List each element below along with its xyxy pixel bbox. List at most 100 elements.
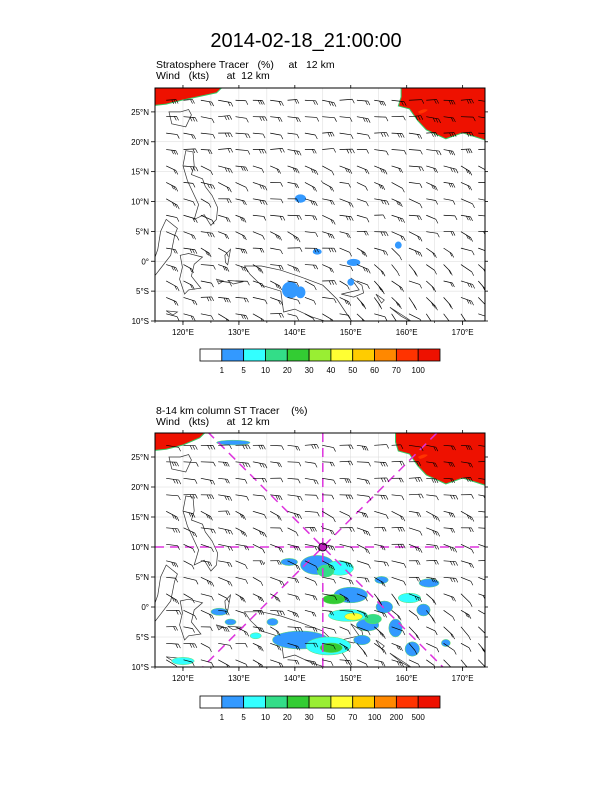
- panel-1-wind-barb-feather: [379, 304, 383, 310]
- panel-2-wind-barb: [287, 642, 301, 651]
- panel-1-subtitle-line1: Stratosphere Tracer (%) at 12 km: [156, 59, 335, 71]
- panel-2-wind-barb-feather: [227, 580, 230, 586]
- panel-2-wind-barb-feather: [330, 530, 333, 535]
- panel-1-wind-barb-feather: [229, 115, 232, 120]
- panel-1-wind-barb-shaft: [460, 131, 472, 134]
- panel-2-wind-barb-feather: [297, 627, 300, 632]
- panel-2-wind-barb-feather: [399, 461, 403, 466]
- panel-2-wind-barb: [374, 643, 387, 655]
- panel-2-wind-barb: [304, 461, 318, 468]
- panel-1-wind-barb: [339, 116, 353, 122]
- panel-2-wind-barb-feather: [386, 562, 389, 567]
- panel-1-wind-barb-shaft: [339, 297, 349, 303]
- panel-2-wind-barb-shaft: [460, 576, 472, 582]
- panel-2-wind-barb-shaft: [408, 593, 420, 599]
- panel-1-colorbar-label: 1: [220, 366, 225, 375]
- panel-1-wind-barb-feather: [466, 99, 470, 104]
- panel-1-wind-barb-feather: [210, 170, 213, 175]
- panel-2-wind-barb-shaft: [374, 609, 385, 614]
- panel-1-wind-barb-feather: [380, 132, 384, 137]
- panel-2-wind-barb-feather: [223, 462, 226, 467]
- panel-2-wind-barb-shaft: [287, 560, 299, 567]
- panel-2-wind-barb: [356, 626, 371, 636]
- panel-2-wind-barb: [166, 477, 182, 485]
- panel-1-wind-barb: [356, 132, 371, 140]
- panel-2-wind-barb-feather: [192, 548, 196, 553]
- panel-1-wind-barb: [270, 116, 283, 122]
- panel-2-wind-barb-feather: [466, 613, 470, 618]
- panel-2-wind-barb-feather: [192, 513, 196, 518]
- panel-2-wind-barb-shaft: [235, 609, 245, 614]
- panel-1-wind-barb-feather: [192, 249, 195, 254]
- panel-1-wind-barb-shaft: [339, 264, 351, 268]
- panel-2-wind-barb-shaft: [218, 477, 228, 480]
- panel-2-wind-barb: [287, 543, 301, 552]
- panel-1-wind-barb-feather: [243, 267, 246, 272]
- panel-2-wind-barb-feather: [224, 495, 227, 501]
- panel-2-wind-barb-feather: [415, 477, 418, 482]
- panel-2-wind-barb: [287, 593, 301, 601]
- panel-1-wind-barb-feather: [228, 298, 231, 303]
- panel-2-wind-barb-feather: [330, 564, 333, 570]
- panel-2-wind-barb-shaft: [252, 593, 262, 599]
- panel-2-wind-barb-feather: [175, 643, 178, 649]
- panel-1-wind-barb: [183, 264, 194, 274]
- panel-2-wind-barb-feather: [433, 446, 437, 451]
- panel-2-wind-barb-feather: [227, 462, 230, 467]
- panel-2-wind-barb: [391, 659, 404, 667]
- panel-1-wind-barb-feather: [365, 118, 368, 123]
- panel-2-wind-barb: [252, 461, 268, 469]
- panel-2-wind-barb-shaft: [166, 642, 179, 645]
- panel-1-wind-barb-feather: [279, 216, 283, 221]
- panel-2-wind-barb-shaft: [356, 593, 366, 598]
- panel-2-wind-barb: [426, 444, 439, 452]
- panel-2-wind-barb-feather: [263, 445, 266, 450]
- panel-2-wind-barb-feather: [437, 532, 440, 537]
- panel-1-wind-barb: [166, 132, 180, 139]
- panel-1-wind-barb-feather: [295, 236, 299, 241]
- panel-1-wind-barb: [270, 297, 284, 306]
- panel-1-wind-barb: [391, 297, 402, 309]
- panel-2-wind-barb-feather: [352, 527, 355, 532]
- panel-1-wind-barb: [218, 280, 232, 287]
- panel-2-wind-barb-feather: [486, 547, 488, 551]
- panel-1-wind-barb-feather: [229, 198, 232, 204]
- panel-2-wind-barb: [304, 593, 318, 601]
- panel-1-wind-barb: [270, 247, 283, 255]
- panel-1-wind-barb-shaft: [304, 313, 314, 319]
- panel-2-wind-barb: [200, 659, 214, 667]
- panel-2-wind-barb-feather: [365, 663, 369, 667]
- panel-2-wind-barb-feather: [416, 461, 419, 466]
- panel-1-wind-barb-shaft: [374, 99, 384, 103]
- panel-2-wind-barb: [443, 494, 459, 500]
- panel-2-wind-barb: [218, 477, 230, 484]
- panel-2-wind-barb-shaft: [391, 576, 404, 582]
- panel-1-wind-barb: [218, 198, 232, 204]
- panel-1-wind-barb: [478, 99, 485, 102]
- panel-2-wind-barb: [287, 444, 301, 451]
- panel-2-wind-barb-feather: [194, 615, 197, 620]
- panel-2-wind-barb-feather: [261, 531, 265, 537]
- panel-2-wind-barb-feather: [296, 578, 300, 584]
- panel-2-wind-barb: [408, 444, 424, 452]
- panel-1-wind-barb-feather: [431, 184, 434, 189]
- panel-2-wind-barb-feather: [333, 579, 336, 584]
- panel-1-wind-barb: [460, 182, 473, 191]
- panel-1-wind-barb-shaft: [408, 231, 421, 238]
- panel-1-wind-barb-feather: [327, 132, 331, 137]
- panel-1-wind-barb-feather: [194, 117, 198, 122]
- panel-1-y-tick-label: 10°N: [131, 198, 149, 207]
- panel-1-wind-barb-shaft: [287, 280, 297, 283]
- panel-2-wind-barb-shaft: [183, 576, 197, 581]
- panel-1-wind-barb-feather: [363, 267, 366, 272]
- panel-1-wind-barb-shaft: [374, 132, 387, 134]
- panel-1-wind-barb: [374, 214, 386, 220]
- panel-1-wind-barb: [443, 99, 456, 105]
- panel-1-wind-barb-shaft: [426, 116, 439, 120]
- panel-2-wind-barb-feather: [451, 547, 455, 552]
- panel-1-y-tick-label: 0°: [141, 257, 149, 266]
- panel-1-wind-barb-feather: [296, 198, 299, 203]
- panel-1-wind-barb: [287, 264, 300, 273]
- panel-2-wind-barb-feather: [415, 560, 419, 565]
- panel-2-wind-barb-feather: [257, 662, 261, 667]
